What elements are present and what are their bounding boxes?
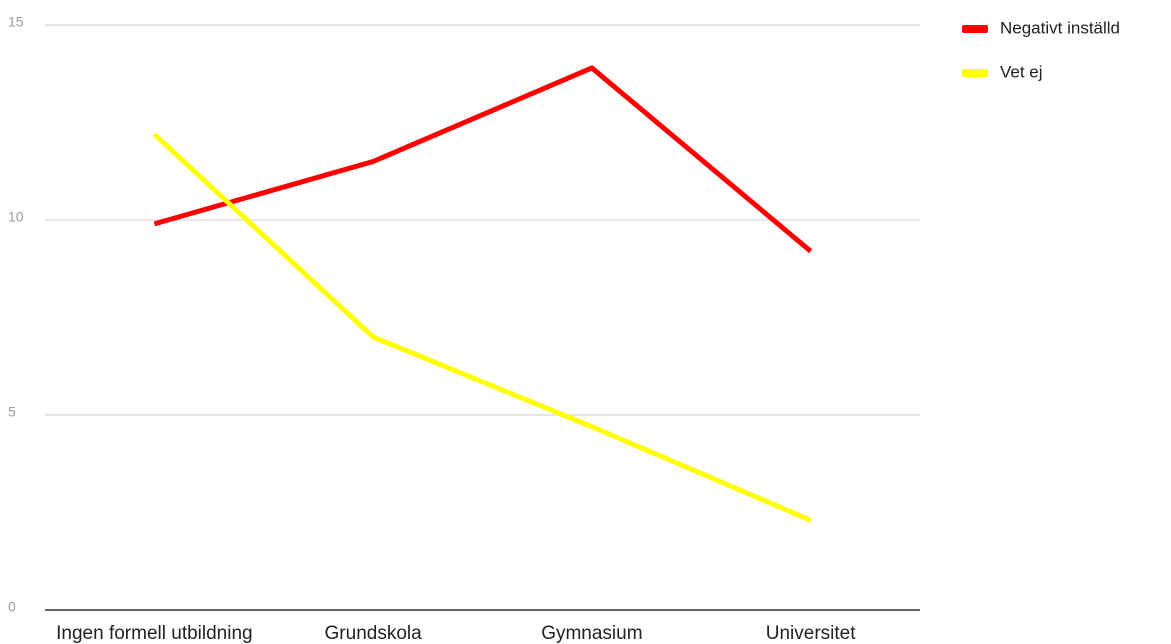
y-tick-label: 15 (8, 14, 24, 30)
x-tick-label: Grundskola (325, 623, 423, 644)
legend-swatch (962, 25, 988, 33)
legend-swatch (962, 69, 988, 77)
line (153, 65, 813, 254)
y-tick-label: 10 (8, 209, 24, 225)
y-tick-label: 0 (8, 599, 16, 615)
line (152, 132, 812, 523)
legend-label: Vet ej (1000, 62, 1043, 81)
x-tick-label: Gymnasium (541, 623, 642, 644)
y-tick-label: 5 (8, 404, 16, 420)
x-tick-label: Ingen formell utbildning (56, 623, 252, 644)
x-tick-label: Universitet (766, 623, 856, 644)
legend-label: Negativt inställd (1000, 18, 1120, 37)
